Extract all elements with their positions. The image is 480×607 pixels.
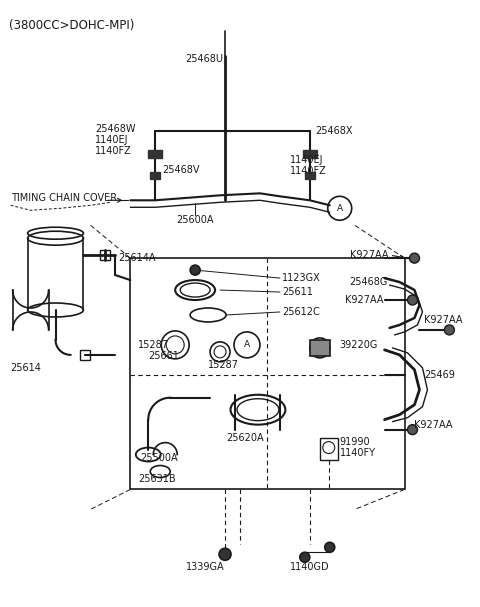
Bar [303,151,317,158]
Bar [310,340,330,356]
Text: 25614A: 25614A [119,253,156,263]
Text: K927AA: K927AA [345,295,383,305]
Circle shape [219,548,231,560]
Bar [130,258,405,489]
Text: 1339GA: 1339GA [186,562,225,572]
Text: 25500A: 25500A [140,453,178,463]
Text: K927AA: K927AA [350,250,388,260]
Circle shape [444,325,455,335]
Text: 39220G: 39220G [340,340,378,350]
Bar [81,350,90,360]
Text: 1140FY: 1140FY [340,447,376,458]
Text: 25468U: 25468U [185,53,223,64]
Circle shape [325,542,335,552]
Text: 25469: 25469 [424,370,456,380]
Text: 1123GX: 1123GX [282,273,321,283]
Text: (3800CC>DOHC-MPI): (3800CC>DOHC-MPI) [9,19,134,32]
Bar [148,151,162,158]
Text: 25612C: 25612C [282,307,320,317]
Text: A: A [336,204,343,213]
Text: 1140EJ: 1140EJ [290,155,324,166]
Text: 1140EJ: 1140EJ [96,135,129,146]
Bar [150,172,160,179]
Circle shape [408,295,418,305]
Text: 25611: 25611 [282,287,313,297]
Text: 25468V: 25468V [162,165,200,175]
Text: K927AA: K927AA [424,315,463,325]
Circle shape [300,552,310,562]
Circle shape [408,425,418,435]
Text: TIMING CHAIN COVER: TIMING CHAIN COVER [11,193,117,203]
Text: K927AA: K927AA [415,419,453,430]
Circle shape [409,253,420,263]
Circle shape [190,265,200,275]
Text: 15287: 15287 [138,340,169,350]
Text: 25661: 25661 [148,351,179,361]
Text: 25468X: 25468X [315,126,352,135]
Text: 25468W: 25468W [96,123,136,134]
Text: 25620A: 25620A [226,433,264,443]
Text: A: A [244,341,250,350]
Text: 25631B: 25631B [138,475,176,484]
Text: 15287: 15287 [208,360,239,370]
Bar [320,438,338,459]
Text: 91990: 91990 [340,436,371,447]
Text: 1140GD: 1140GD [290,562,330,572]
Text: 25614: 25614 [11,363,42,373]
Text: 25600A: 25600A [176,215,214,225]
Text: 25468G: 25468G [350,277,388,287]
Bar [305,172,315,179]
Text: 1140FZ: 1140FZ [96,146,132,157]
Text: 1140FZ: 1140FZ [290,166,326,177]
Bar [100,250,110,260]
